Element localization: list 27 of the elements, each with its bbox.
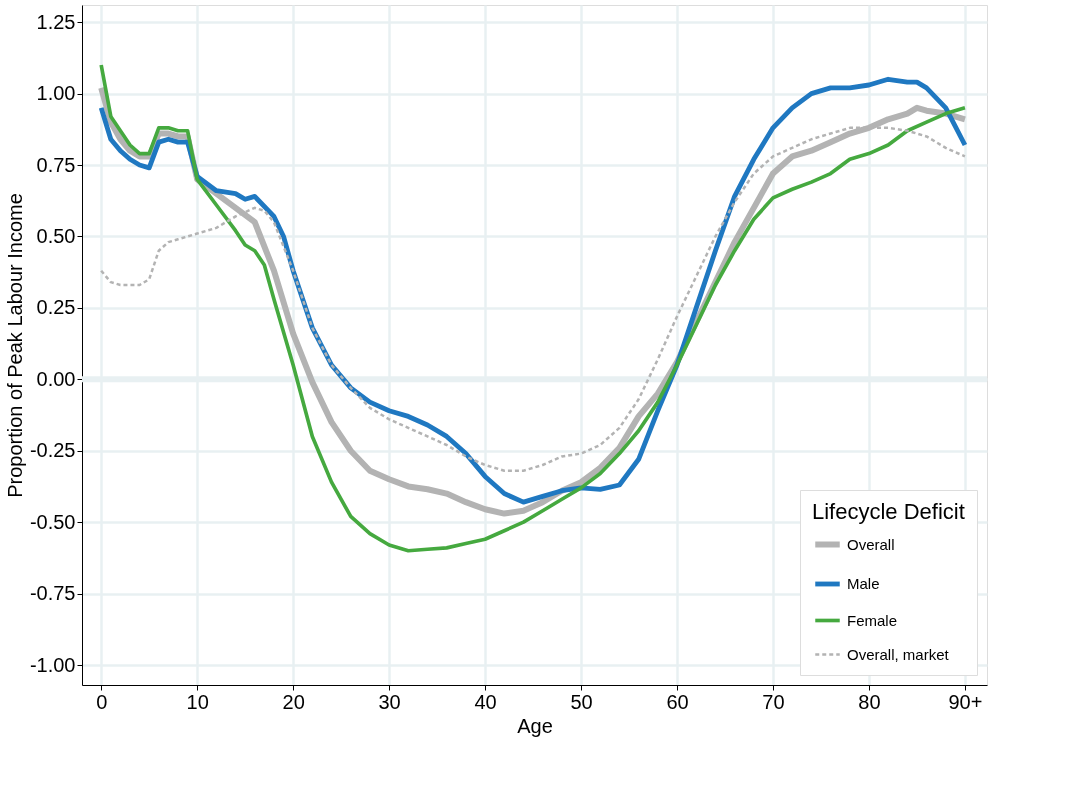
x-tick-label: 30: [378, 690, 401, 713]
y-tick-label: -0.25: [29, 439, 76, 462]
x-tick-label: 90+: [948, 690, 983, 713]
x-axis-title: Age: [517, 714, 553, 737]
x-tick-label: 20: [282, 690, 305, 713]
x-tick-label: 70: [762, 690, 785, 713]
y-tick-label: -0.50: [29, 510, 76, 533]
y-tick-label: 0.25: [36, 296, 76, 319]
y-tick-label: -1.00: [29, 653, 76, 676]
y-tick-label: 0.00: [36, 367, 76, 390]
y-tick-label: 1.00: [36, 82, 76, 105]
y-tick-label: 0.50: [36, 224, 76, 247]
y-tick-label: 0.75: [36, 153, 76, 176]
x-tick-label: 0: [96, 690, 108, 713]
y-axis-title: Proportion of Peak Labour Income: [3, 193, 26, 498]
legend-label: Overall: [847, 535, 895, 553]
legend-label: Overall, market: [847, 645, 950, 663]
x-tick-label: 60: [666, 690, 689, 713]
x-tick-label: 10: [186, 690, 209, 713]
y-tick-label: 1.25: [36, 10, 76, 33]
legend-title: Lifecycle Deficit: [812, 499, 965, 524]
y-tick-label: -0.75: [29, 582, 76, 605]
x-tick-label: 40: [474, 690, 497, 713]
x-tick-label: 80: [858, 690, 881, 713]
legend-label: Male: [847, 575, 880, 592]
legend-label: Female: [847, 611, 898, 629]
x-tick-label: 50: [570, 690, 593, 713]
